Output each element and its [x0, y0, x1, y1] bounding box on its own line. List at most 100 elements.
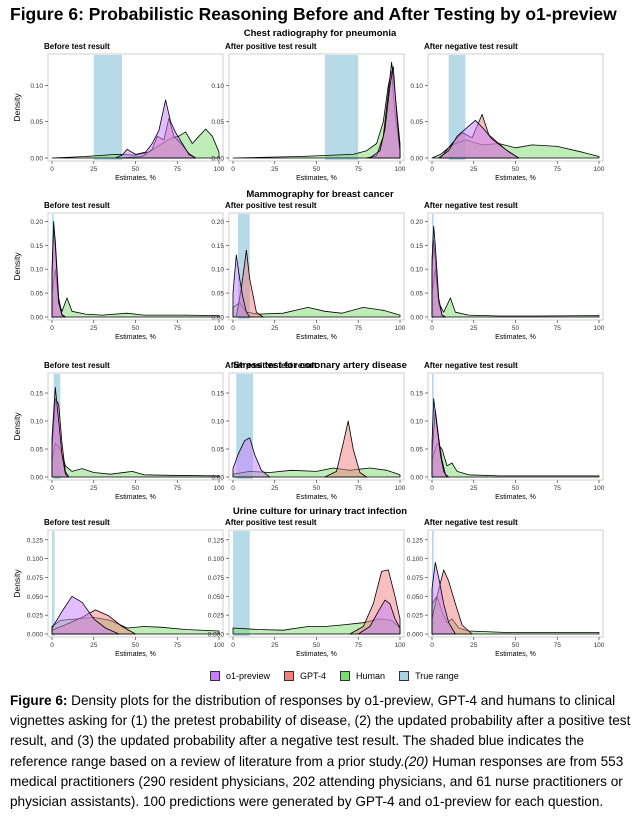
row-4-panel-1-xlabel: Estimates, % — [115, 651, 156, 658]
row-2-panel-1-density-o1 — [51, 221, 66, 318]
row-2-panel-3-xtick-label-0: 0 — [430, 325, 434, 332]
row-3-panel-3-ytick-label-2: 0.10 — [410, 419, 423, 426]
row-2-panel-2-ytick-label-3: 0.15 — [211, 243, 224, 250]
row-4-panel-3-ytick-label-1: 0.025 — [407, 613, 424, 620]
row-4-panel-1-xtick-label-0: 0 — [50, 642, 54, 649]
caption-text-continued: Human responses are from 553 medical pra… — [10, 753, 624, 810]
row-2-panel-1-title: Before test result — [44, 201, 110, 210]
row-1-panel-3-xtick-label-1: 25 — [470, 166, 478, 173]
caption-reference: (20) — [404, 753, 429, 769]
row-3-panel-2-ytick-label-1: 0.05 — [211, 447, 224, 454]
row-1-panel-1-xtick-label-1: 25 — [90, 166, 98, 173]
row-1-panel-2-title: After positive test result — [225, 42, 317, 51]
row-3-panel-1-ytick-label-3: 0.15 — [30, 391, 43, 398]
row-4-panel-1-true-range — [52, 531, 55, 636]
row-1-panel-3-ytick-label-0: 0.00 — [410, 156, 423, 163]
row-4-panel-2-ytick-label-4: 0.100 — [208, 556, 225, 563]
row-3-panel-3-title: After negative test result — [424, 361, 518, 370]
row-1-panel-2-density-o1 — [369, 66, 401, 159]
row-2-panel-2-density-o1 — [232, 254, 251, 318]
row-4-panel-2-xtick-label-1: 25 — [271, 642, 279, 649]
row-3-panel-1-xtick-label-2: 50 — [132, 485, 140, 492]
row-3-panel-1-ytick-label-0: 0.00 — [30, 475, 43, 482]
legend-key-gpt-4 — [284, 671, 295, 681]
row-4-panel-1-ytick-label-2: 0.050 — [27, 594, 44, 601]
row-3-panel-3-xtick-label-2: 50 — [512, 485, 520, 492]
row-4-panel-2-true-range — [233, 531, 250, 636]
legend-item-gpt-4: GPT-4 — [284, 671, 326, 681]
row-4-panel-2-xtick-label-2: 50 — [313, 642, 321, 649]
legend-key-human — [340, 671, 351, 681]
row-1-panel-3-ytick-label-1: 0.05 — [410, 119, 423, 126]
row-3-panel-1-ytick-label-1: 0.05 — [30, 447, 43, 454]
row-3-panel-3-xtick-label-1: 25 — [470, 485, 478, 492]
row-4-panel-3-title: After negative test result — [424, 518, 518, 527]
row-4-panel-3-density-o1 — [431, 562, 456, 635]
row-4-ylabel: Density — [12, 569, 22, 598]
row-1-panel-1-density-o1 — [115, 99, 196, 159]
row-2-panel-3-ytick-label-2: 0.10 — [410, 267, 423, 274]
row-2-panel-1-xtick-label-0: 0 — [50, 325, 54, 332]
row-4-panel-2-ytick-label-2: 0.050 — [208, 594, 225, 601]
row-2-panel-2-xtick-label-1: 25 — [271, 325, 279, 332]
row-3-panel-3-xtick-label-0: 0 — [430, 485, 434, 492]
row-4-panel-1-xtick-label-1: 25 — [90, 642, 98, 649]
row-4-panel-1-ytick-label-5: 0.125 — [27, 537, 44, 544]
legend: o1-preview GPT-4 Human True range — [210, 667, 480, 685]
legend-key-true-range — [399, 671, 410, 681]
row-2-panel-1-xlabel: Estimates, % — [115, 334, 156, 341]
row-1-panel-3-xlabel: Estimates, % — [495, 175, 536, 182]
row-2-panel-1-xtick-label-2: 50 — [132, 325, 140, 332]
row-2-panel-1-ytick-label-0: 0.00 — [30, 315, 43, 322]
row-2-panel-2-xtick-label-3: 75 — [355, 325, 363, 332]
row-2-panel-3-xtick-label-2: 50 — [512, 325, 520, 332]
row-1-panel-3-xtick-label-2: 50 — [512, 166, 520, 173]
row-2-panel-1-xtick-label-3: 75 — [174, 325, 182, 332]
row-3-panel-1-xtick-label-0: 0 — [50, 485, 54, 492]
row-4-panel-3-ytick-label-3: 0.075 — [407, 575, 424, 582]
row-4-panel-2-xtick-label-0: 0 — [231, 642, 235, 649]
row-4-panel-1-title: Before test result — [44, 518, 110, 527]
row-2-title: Mammography for breast cancer — [246, 189, 394, 200]
row-2-panel-1-frame — [47, 212, 224, 321]
row-3-panel-2-title: After positive test result — [225, 361, 317, 370]
row-4-panel-3-xtick-label-0: 0 — [430, 642, 434, 649]
row-1-panel-1-xtick-label-2: 50 — [132, 166, 140, 173]
row-2-panel-3-xtick-label-3: 75 — [554, 325, 562, 332]
row-1-panel-1-xlabel: Estimates, % — [115, 175, 156, 182]
row-2-panel-3-ytick-label-4: 0.20 — [410, 219, 423, 226]
row-2-panel-2-xtick-label-0: 0 — [231, 325, 235, 332]
row-4-panel-2-xtick-label-4: 100 — [395, 642, 406, 649]
row-1-panel-3-title: After negative test result — [424, 42, 518, 51]
row-1-panel-3-density-o1 — [438, 119, 520, 159]
row-4-panel-2-xtick-label-3: 75 — [355, 642, 363, 649]
row-2-panel-1-xtick-label-4: 100 — [214, 325, 225, 332]
row-2-panel-3-density-o1 — [431, 225, 446, 318]
row-2-panel-1-ytick-label-1: 0.05 — [30, 291, 43, 298]
caption-text: Density plots for the distribution of re… — [10, 693, 631, 769]
row-4-panel-2-density-o1 — [357, 599, 401, 635]
row-1-panel-2-true-range — [324, 55, 359, 160]
row-3-panel-2-xlabel: Estimates, % — [296, 494, 337, 501]
row-2-panel-2-xlabel: Estimates, % — [296, 334, 337, 341]
row-2-panel-3-title: After negative test result — [424, 201, 518, 210]
row-2-panel-2-ytick-label-0: 0.00 — [211, 315, 224, 322]
row-2-panel-1-ytick-label-4: 0.20 — [30, 219, 43, 226]
row-3-panel-3-xtick-label-3: 75 — [554, 485, 562, 492]
row-2-panel-2-frame — [228, 212, 405, 321]
row-4-panel-1-xtick-label-3: 75 — [174, 642, 182, 649]
row-2-panel-1-ytick-label-3: 0.15 — [30, 243, 43, 250]
row-3-panel-3-xlabel: Estimates, % — [495, 494, 536, 501]
row-1-panel-3-xtick-label-3: 75 — [554, 166, 562, 173]
row-1-panel-2-xtick-label-3: 75 — [355, 166, 363, 173]
row-1-panel-3-ytick-label-2: 0.10 — [410, 83, 423, 90]
row-2-panel-3-ytick-label-0: 0.00 — [410, 315, 423, 322]
row-4-panel-3-xtick-label-2: 50 — [512, 642, 520, 649]
row-4-panel-1-ytick-label-3: 0.075 — [27, 575, 44, 582]
row-1-panel-2-xlabel: Estimates, % — [296, 175, 337, 182]
row-4-panel-2-ytick-label-0: 0.000 — [208, 632, 225, 639]
row-3-panel-2-density-o1 — [232, 437, 271, 478]
row-1-panel-2-ytick-label-1: 0.05 — [211, 119, 224, 126]
row-4-panel-2-xlabel: Estimates, % — [296, 651, 337, 658]
row-1-panel-1-xtick-label-3: 75 — [174, 166, 182, 173]
